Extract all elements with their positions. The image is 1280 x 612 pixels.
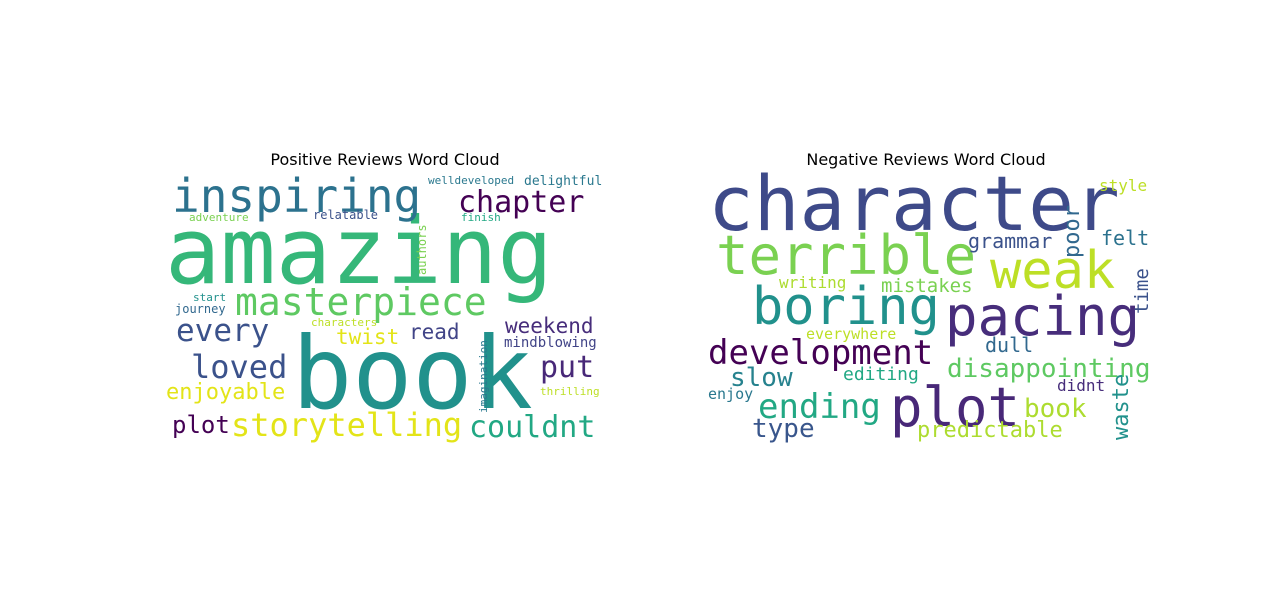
word-characters: characters — [311, 316, 377, 329]
word-masterpiece: masterpiece — [235, 280, 487, 324]
word-authors: authors — [415, 224, 429, 275]
word-disappointing: disappointing — [947, 354, 1151, 384]
word-slow: slow — [730, 363, 793, 393]
word-style: style — [1099, 176, 1147, 195]
word-loved: loved — [191, 348, 287, 386]
positive-chart-title: Positive Reviews Word Cloud — [270, 150, 499, 169]
word-welldeveloped: welldeveloped — [428, 174, 514, 187]
word-mistakes: mistakes — [881, 275, 973, 297]
word-enjoyable: enjoyable — [166, 380, 285, 405]
word-dull: dull — [985, 333, 1033, 357]
word-poor: poor — [1060, 205, 1085, 258]
word-start: start — [193, 291, 226, 304]
word-thrilling: thrilling — [540, 385, 600, 398]
word-character: character — [708, 159, 1120, 248]
word-predictable: predictable — [917, 418, 1063, 443]
word-development: development — [708, 333, 933, 373]
word-book: book — [1024, 394, 1087, 424]
word-delightful: delightful — [524, 174, 602, 189]
word-time: time — [1131, 268, 1153, 314]
word-ending: ending — [758, 387, 881, 427]
word-boring: boring — [752, 277, 940, 337]
word-inspiring: inspiring — [172, 169, 421, 223]
word-adventure: adventure — [189, 211, 249, 224]
word-read: read — [409, 320, 460, 344]
word-twist: twist — [336, 325, 399, 349]
word-mindblowing: mindblowing — [504, 335, 597, 351]
word-terrible: terrible — [716, 224, 976, 287]
word-plot: plot — [890, 376, 1020, 439]
word-weekend: weekend — [505, 314, 594, 338]
word-waste: waste — [1109, 374, 1134, 440]
word-chapter: chapter — [458, 185, 584, 220]
word-couldnt: couldnt — [469, 410, 595, 445]
word-imagination: imagination — [477, 340, 490, 413]
panel-positive: Positive Reviews Word Cloud amazingbooki… — [165, 150, 602, 445]
word-weak: weak — [990, 241, 1115, 301]
word-book: book — [292, 315, 533, 432]
word-editing: editing — [843, 364, 919, 385]
word-didnt: didnt — [1057, 376, 1105, 395]
word-every: every — [176, 313, 269, 349]
word-relatable: relatable — [313, 208, 378, 222]
word-storytelling: storytelling — [231, 406, 462, 444]
word-type: type — [752, 414, 815, 444]
word-plot: plot — [172, 411, 230, 439]
word-enjoy: enjoy — [708, 385, 753, 403]
negative-chart-title: Negative Reviews Word Cloud — [806, 150, 1045, 169]
word-amazing: amazing — [165, 198, 553, 305]
word-journey: journey — [175, 302, 226, 316]
word-felt: felt — [1101, 226, 1149, 250]
word-pacing: pacing — [945, 285, 1140, 348]
word-everywhere: everywhere — [806, 325, 896, 343]
word-finish: finish — [461, 211, 501, 224]
word-put: put — [540, 350, 594, 385]
word-writing: writing — [779, 273, 846, 292]
panel-negative: Negative Reviews Word Cloud characterter… — [708, 150, 1153, 444]
word-grammar: grammar — [968, 229, 1052, 253]
